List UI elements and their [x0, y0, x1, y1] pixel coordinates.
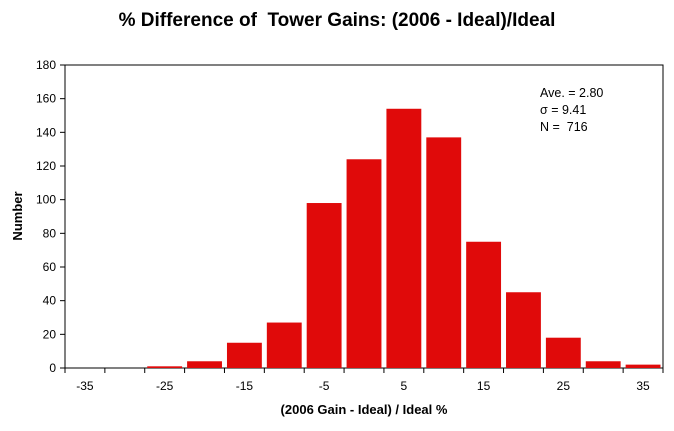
y-tick-label-120: 120 [36, 159, 56, 173]
bar-0 [346, 159, 382, 368]
x-axis-label: (2006 Gain - Ideal) / Ideal % [281, 402, 448, 417]
bar-15 [466, 241, 502, 368]
bar--15 [226, 342, 262, 368]
bar--25 [147, 366, 183, 368]
y-tick-label-80: 80 [43, 226, 57, 240]
x-tick-label--5: -5 [319, 379, 330, 393]
y-tick-label-180: 180 [36, 58, 56, 72]
y-tick-label-140: 140 [36, 125, 56, 139]
y-axis: 0 20 40 60 80 100 120 140 160 180 [36, 58, 65, 375]
x-tick-label--15: -15 [236, 379, 254, 393]
stats-line-2: σ = 9.41 [540, 103, 586, 117]
bar-25 [545, 337, 581, 368]
y-tick-label-20: 20 [43, 327, 57, 341]
x-tick-label--25: -25 [156, 379, 174, 393]
stats-line-3: N = 716 [540, 120, 588, 134]
x-axis: -35 -25 -15 -5 5 15 25 35 [64, 368, 664, 393]
y-tick-label-160: 160 [36, 92, 56, 106]
bar--20 [187, 361, 222, 368]
x-tick-label-5: 5 [401, 379, 408, 393]
bars-group [147, 108, 661, 369]
x-tick-label-25: 25 [557, 379, 571, 393]
bar-20 [506, 292, 541, 368]
bar--10 [266, 322, 302, 368]
y-tick-label-0: 0 [49, 361, 56, 375]
bar-10 [426, 137, 462, 368]
x-tick-label-15: 15 [477, 379, 491, 393]
chart-title: % Difference of Tower Gains: (2006 - Ide… [118, 10, 556, 31]
y-tick-label-100: 100 [36, 193, 56, 207]
x-tick-label--35: -35 [76, 379, 94, 393]
bar-30 [585, 361, 621, 368]
bar-5 [386, 108, 422, 369]
bar-35 [625, 364, 661, 368]
stats-line-1: Ave. = 2.80 [540, 86, 603, 100]
bar--5 [306, 203, 342, 368]
stats-box: Ave. = 2.80 σ = 9.41 N = 716 [540, 86, 603, 134]
x-tick-label-35: 35 [636, 379, 650, 393]
y-tick-label-60: 60 [43, 260, 57, 274]
y-tick-label-40: 40 [43, 294, 57, 308]
y-axis-label: Number [10, 191, 25, 240]
